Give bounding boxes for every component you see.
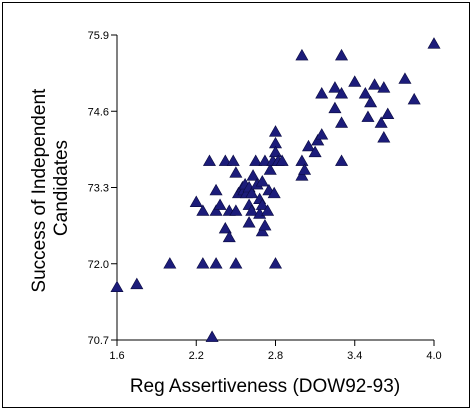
data-point	[328, 81, 342, 93]
data-point	[275, 154, 289, 166]
data-point	[361, 110, 375, 122]
data-point	[196, 257, 210, 269]
data-point	[255, 224, 269, 237]
chart-frame	[2, 2, 470, 408]
y-ticks: 70.7 72.0 73.3 74.6 75.9	[88, 30, 117, 347]
data-point	[209, 257, 223, 269]
data-point	[302, 139, 316, 152]
x-ticks: 1.6 2.2 2.8 3.4 4.0	[109, 340, 442, 362]
data-point	[229, 257, 243, 269]
y-tick-label: 72.0	[88, 259, 109, 271]
data-point	[377, 131, 391, 143]
y-axis-title-line-1: Success of Independent	[29, 88, 50, 293]
y-axis-title: Success of Independent Candidates	[29, 83, 72, 292]
data-point	[268, 145, 283, 158]
data-point	[202, 154, 216, 166]
data-point	[246, 169, 260, 181]
data-point	[268, 257, 283, 269]
data-point	[218, 221, 232, 234]
data-point	[249, 154, 263, 166]
data-point	[328, 101, 342, 114]
data-point	[311, 133, 325, 146]
data-point	[226, 154, 240, 166]
data-point	[209, 204, 223, 216]
data-point	[229, 166, 243, 178]
data-point	[295, 169, 309, 181]
data-point	[196, 204, 210, 216]
data-point	[222, 230, 236, 243]
data-point	[368, 78, 382, 90]
x-tick-label: 2.8	[268, 350, 283, 362]
data-point	[189, 195, 203, 207]
data-point	[245, 186, 259, 199]
data-point	[261, 204, 275, 216]
x-tick-label: 4.0	[426, 350, 441, 362]
data-point	[255, 175, 269, 187]
y-axis-title-line-2: Candidates	[51, 140, 72, 236]
data-point	[315, 128, 329, 140]
data-point	[263, 163, 277, 175]
data-points	[110, 37, 441, 342]
data-point	[381, 107, 395, 119]
y-tick-label: 73.3	[88, 183, 109, 195]
data-point	[427, 37, 441, 49]
data-point	[398, 72, 412, 84]
data-point	[308, 145, 322, 158]
data-point	[267, 186, 281, 199]
data-point	[335, 116, 349, 128]
data-point	[213, 198, 227, 210]
data-point	[315, 87, 329, 99]
data-point	[209, 183, 223, 196]
axes	[116, 35, 434, 341]
data-point	[130, 277, 144, 290]
data-point	[218, 154, 232, 166]
x-axis-title: Reg Assertiveness (DOW92-93)	[130, 376, 400, 397]
data-point	[374, 116, 388, 128]
y-tick-label: 75.9	[88, 30, 109, 42]
x-tick-label: 2.2	[189, 350, 204, 362]
data-point	[298, 163, 312, 175]
data-point	[295, 154, 309, 166]
data-point	[110, 280, 124, 293]
data-point	[242, 216, 256, 228]
x-tick-label: 3.4	[347, 350, 362, 362]
data-point	[348, 75, 362, 87]
data-point	[295, 48, 309, 61]
data-point	[335, 48, 349, 61]
data-point	[358, 87, 372, 99]
data-point	[245, 204, 259, 216]
data-point	[258, 219, 272, 231]
data-point	[205, 330, 219, 342]
x-tick-label: 1.6	[109, 350, 124, 362]
data-point	[229, 204, 243, 216]
data-point	[364, 95, 378, 108]
data-point	[255, 198, 269, 210]
data-point	[258, 154, 272, 166]
data-point	[377, 81, 391, 93]
data-point	[335, 154, 349, 166]
data-point	[335, 87, 349, 99]
data-point	[407, 92, 421, 105]
y-tick-label: 74.6	[88, 106, 109, 118]
y-tick-label: 70.7	[88, 335, 109, 347]
data-point	[163, 257, 177, 269]
data-point	[268, 125, 283, 137]
